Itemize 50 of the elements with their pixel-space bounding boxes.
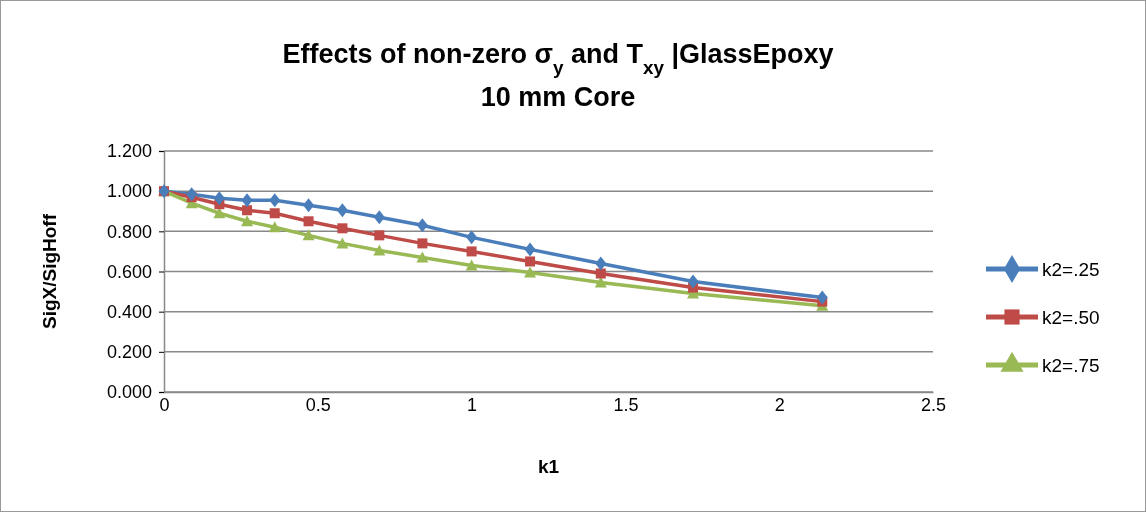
- point: [525, 256, 536, 267]
- point: [241, 193, 253, 208]
- x-tick-label: 0: [159, 395, 170, 415]
- point: [186, 187, 198, 202]
- y-tick-label: 1.200: [106, 141, 152, 162]
- point: [416, 218, 428, 233]
- point: [465, 259, 478, 271]
- legend-label: k2=.50: [1042, 307, 1100, 328]
- point: [303, 198, 315, 213]
- point: [213, 191, 225, 206]
- point: [595, 256, 607, 271]
- x-tick-label: 1: [467, 395, 478, 415]
- point: [336, 237, 349, 249]
- point: [303, 216, 314, 227]
- point: [524, 266, 537, 278]
- y-tick-label: 0.200: [106, 342, 152, 363]
- x-axis-title: k1: [537, 456, 560, 477]
- point: [374, 230, 385, 241]
- point: [242, 205, 253, 216]
- x-tick-label: 2: [774, 395, 785, 415]
- y-tick-label: 0.600: [106, 261, 152, 282]
- legend-label: k2=.75: [1042, 355, 1100, 376]
- point: [268, 221, 281, 233]
- point: [337, 223, 348, 234]
- point: [373, 210, 385, 225]
- y-tick-label: 0.800: [106, 221, 152, 242]
- point: [687, 274, 699, 289]
- chart-subtitle: 10 mm Core: [480, 82, 636, 112]
- point: [417, 238, 428, 249]
- point: [373, 244, 386, 256]
- x-tick-label: 0.5: [305, 395, 331, 415]
- x-tick-label: 2.5: [920, 395, 947, 415]
- point: [524, 242, 536, 257]
- point: [466, 246, 477, 257]
- legend-label: k2=.25: [1042, 259, 1100, 280]
- y-tick-label: 0.000: [106, 382, 152, 403]
- y-axis-title: SigX/SigHoff: [39, 213, 60, 330]
- x-tick-label: 1.5: [613, 395, 639, 415]
- point: [302, 229, 315, 241]
- chart-title: Effects of non-zero σ$_{y}$ and Τ$_{xy}$ |GlassEpoxy: [282, 39, 834, 78]
- point: [466, 230, 478, 245]
- point: [241, 215, 254, 227]
- point: [816, 290, 828, 305]
- point: [416, 251, 429, 263]
- y-tick-label: 0.400: [106, 301, 152, 322]
- point: [269, 208, 280, 219]
- y-tick-label: 1.000: [106, 181, 152, 202]
- point: [595, 268, 606, 279]
- point: [269, 193, 281, 208]
- point: [336, 203, 348, 218]
